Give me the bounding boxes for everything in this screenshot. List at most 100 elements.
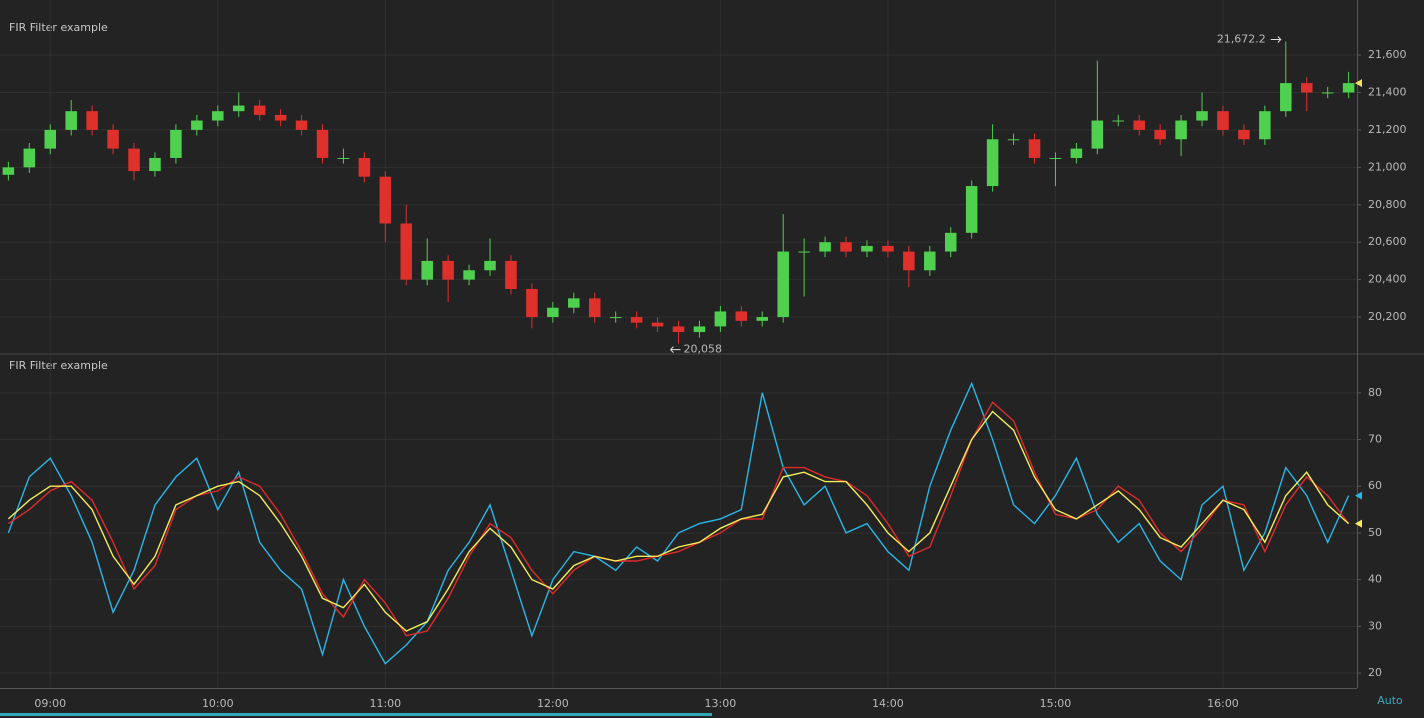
y-tick-label: 60 (1368, 479, 1382, 492)
x-tick-label: 11:00 (369, 697, 401, 710)
x-tick-label: 12:00 (537, 697, 569, 710)
candle-body (965, 186, 978, 233)
y-tick-label: 20,800 (1368, 198, 1407, 211)
candle-body (1175, 120, 1187, 140)
candle-body (274, 114, 287, 121)
candle-body (463, 270, 475, 280)
candle-body (547, 307, 559, 318)
candle-body (693, 326, 706, 333)
y-tick-label: 20 (1368, 666, 1382, 679)
x-tick-label: 10:00 (202, 697, 234, 710)
candle-body (1070, 148, 1083, 158)
candle-body (337, 157, 350, 159)
last-value-marker (1355, 491, 1362, 500)
candle-body (253, 105, 266, 115)
y-tick-label: 21,600 (1368, 48, 1407, 61)
candle-body (944, 232, 957, 252)
candle-body (630, 317, 643, 323)
candle-body (1112, 120, 1125, 122)
annotation: 21,672.2 (1217, 33, 1266, 46)
y-tick-label: 21,000 (1368, 160, 1407, 173)
candle-body (903, 251, 915, 271)
x-tick-label: 16:00 (1207, 697, 1239, 710)
candle-body (2, 167, 15, 175)
candle-body (882, 245, 894, 252)
last-value-marker (1355, 79, 1362, 88)
y-tick-label: 80 (1368, 386, 1382, 399)
last-value-marker (1355, 519, 1362, 528)
scrollbar[interactable] (0, 713, 712, 716)
candle-body (1217, 111, 1229, 130)
y-tick-label: 20,200 (1368, 310, 1407, 323)
candle-body (672, 326, 685, 333)
candle-body (1300, 83, 1313, 93)
candle-body (609, 317, 622, 319)
annotation-arrow (670, 346, 681, 353)
candle-body (840, 242, 852, 252)
y-tick-label: 21,400 (1368, 85, 1407, 98)
candle-body (1049, 157, 1062, 159)
candle-body (1091, 120, 1104, 149)
candle-body (232, 105, 245, 112)
candle-body (358, 157, 371, 177)
x-tick-label: 09:00 (34, 697, 66, 710)
candle-body (1280, 83, 1292, 112)
candle-body (505, 260, 517, 289)
candle-body (65, 111, 77, 130)
candle-body (295, 120, 308, 130)
series-line (8, 401, 1350, 637)
scale-mode[interactable]: Auto (1377, 694, 1403, 707)
candle-body (1007, 139, 1020, 141)
candle-body (588, 298, 601, 318)
candle-body (484, 260, 496, 271)
y-tick-label: 70 (1368, 433, 1382, 446)
candle-body (128, 148, 140, 172)
candle-body (212, 111, 224, 121)
candle-body (107, 129, 119, 149)
candle-body (1028, 139, 1041, 158)
candle-body (1196, 111, 1208, 121)
candle-body (149, 157, 161, 172)
candle-body (777, 251, 789, 318)
y-tick-label: 20,400 (1368, 273, 1407, 286)
series-line (7, 381, 1350, 665)
candle-body (651, 322, 664, 327)
candle-body (714, 311, 727, 327)
pane-title: FIR Filter example (9, 359, 108, 372)
candle-body (421, 260, 433, 280)
candle-body (526, 288, 538, 318)
candle-body (86, 111, 98, 130)
candle-body (986, 139, 999, 187)
candle-body (170, 129, 182, 158)
candle-body (1259, 111, 1271, 140)
pane-title: FIR Filter example (9, 21, 108, 34)
y-tick-label: 40 (1368, 573, 1382, 586)
x-tick-label: 14:00 (872, 697, 904, 710)
candle-body (1238, 129, 1250, 140)
candle-body (316, 129, 329, 158)
candle-body (23, 148, 36, 168)
candle-body (756, 317, 769, 321)
y-tick-label: 21,200 (1368, 123, 1407, 136)
candle-body (1321, 92, 1334, 94)
series-line (7, 410, 1350, 632)
annotation: 20,058 (684, 343, 723, 356)
candle-body (44, 129, 57, 149)
candle-body (191, 120, 203, 130)
candle-body (442, 260, 454, 280)
candle-body (1133, 120, 1145, 130)
candle-body (400, 223, 413, 280)
y-tick-label: 20,600 (1368, 235, 1407, 248)
candle-body (735, 311, 748, 321)
annotation-arrow (1270, 36, 1282, 43)
candle-body (379, 176, 392, 224)
candle-body (568, 298, 580, 308)
candle-body (798, 251, 810, 253)
candle-body (861, 245, 873, 252)
x-tick-label: 15:00 (1040, 697, 1072, 710)
candle-body (1154, 129, 1166, 140)
x-tick-label: 13:00 (705, 697, 737, 710)
